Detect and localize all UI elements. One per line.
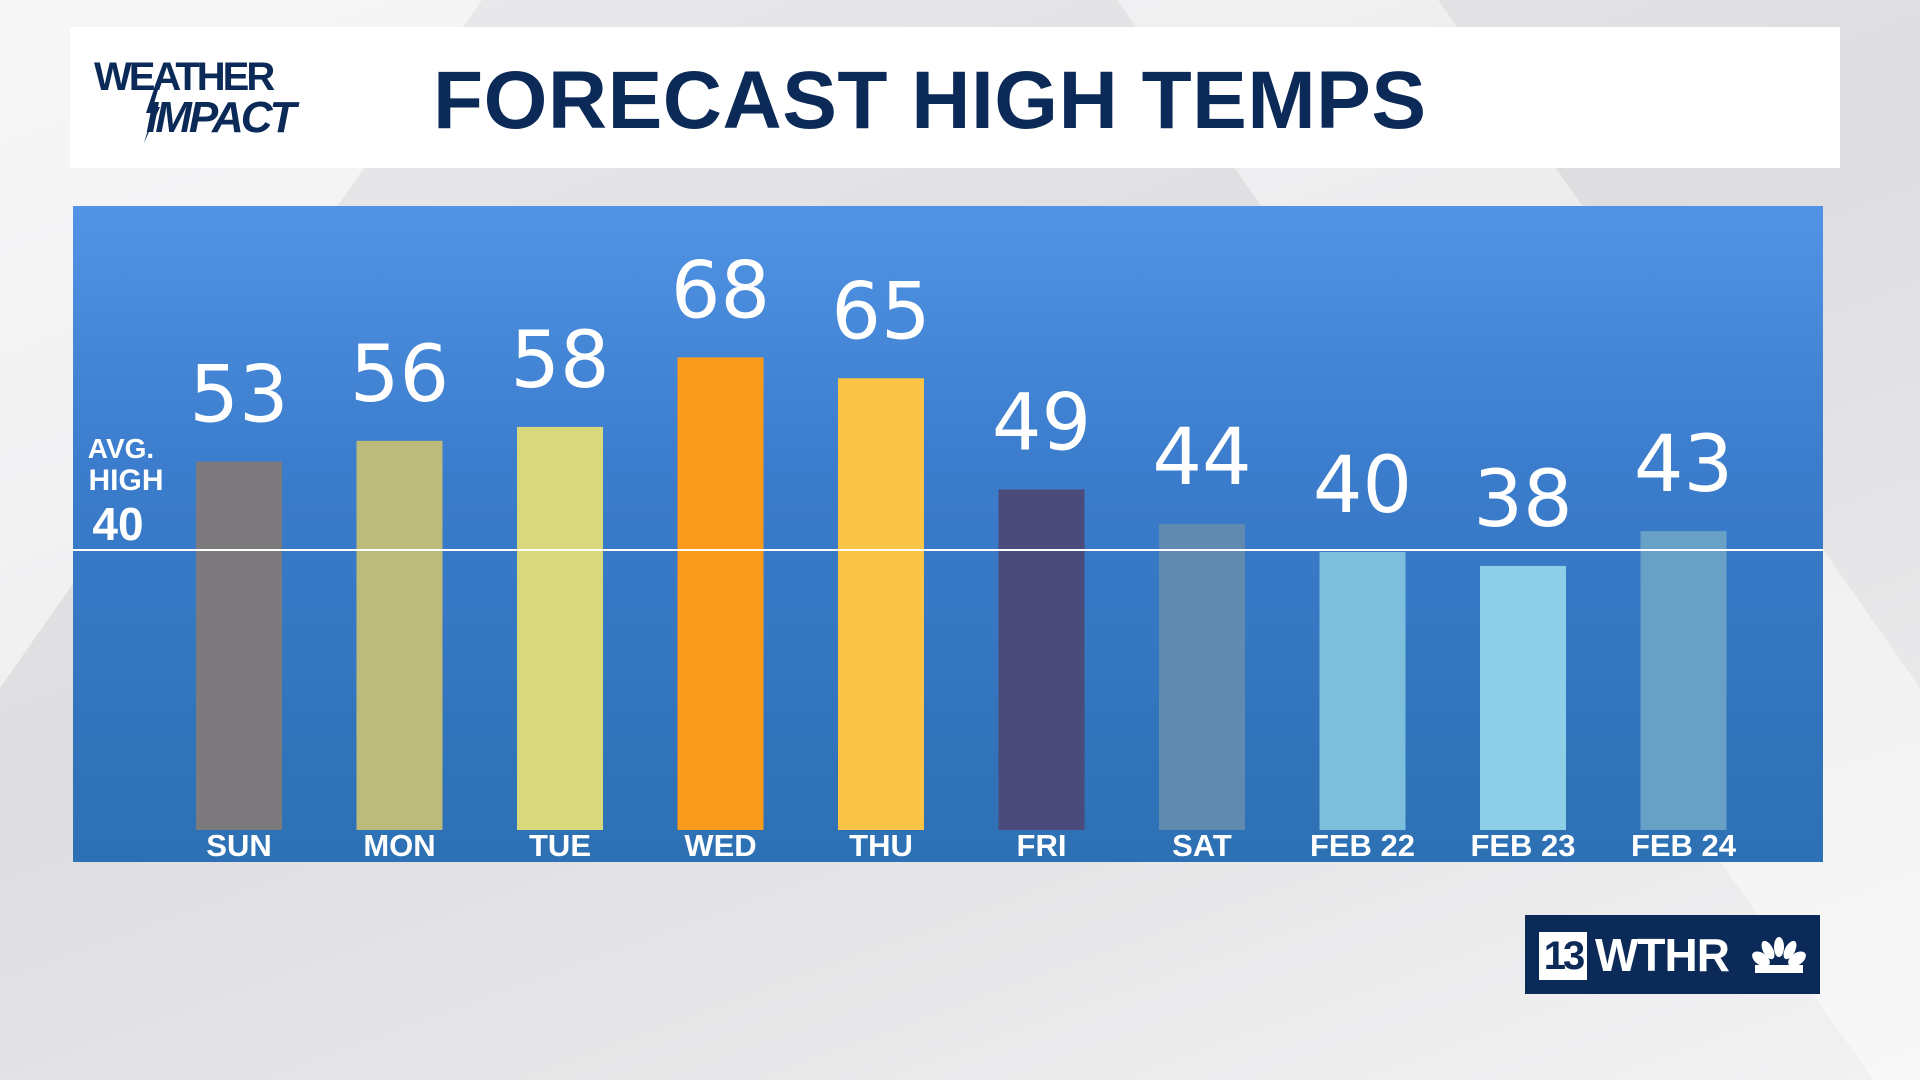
bar-wed	[677, 357, 764, 830]
average-layer: AVG. HIGH 40	[73, 433, 1823, 551]
category-label-wed: WED	[684, 828, 756, 862]
logo-line-weather: WEATHER	[94, 55, 275, 99]
value-label-sat: 44	[1152, 413, 1251, 503]
value-label-fri: 49	[992, 378, 1091, 468]
logo-line-impact: IMPACT	[146, 93, 296, 142]
value-label-feb-22: 40	[1313, 441, 1412, 531]
value-label-wed: 68	[671, 246, 770, 336]
value-label-feb-23: 38	[1473, 455, 1572, 545]
category-label-sun: SUN	[206, 828, 271, 862]
category-label-fri: FRI	[1017, 828, 1067, 862]
category-label-thu: THU	[849, 828, 913, 862]
value-label-sun: 53	[189, 351, 288, 441]
bar-sun	[196, 461, 282, 830]
page-title: FORECAST HIGH TEMPS	[433, 55, 1427, 146]
category-label-feb-24: FEB 24	[1631, 828, 1737, 862]
peacock-icon	[1752, 937, 1806, 973]
bar-tue	[517, 426, 603, 830]
station-name: WTHR	[1595, 929, 1730, 981]
bars-layer: 53 SUN 56 MON 58 TUE 68 WED 65 THU 49 FRI 44 SAT 40 FEB…	[189, 246, 1736, 862]
lightning-bolt-icon	[144, 83, 160, 143]
category-label-tue: TUE	[529, 828, 591, 862]
bar-feb-24	[1640, 531, 1727, 830]
value-label-feb-24: 43	[1634, 420, 1733, 510]
bar-feb-22	[1319, 552, 1406, 830]
value-label-thu: 65	[831, 267, 930, 357]
bar-chart: 53 SUN 56 MON 58 TUE 68 WED 65 THU 49 FRI 44 SAT 40 FEB…	[73, 246, 1823, 862]
bar-feb-23	[1480, 565, 1566, 830]
avg-label-line2: HIGH	[89, 464, 164, 497]
category-label-feb-22: FEB 22	[1310, 828, 1415, 862]
category-label-feb-23: FEB 23	[1470, 828, 1575, 862]
bar-thu	[838, 378, 924, 830]
category-label-mon: MON	[363, 828, 435, 862]
category-label-sat: SAT	[1172, 828, 1232, 862]
bar-fri	[998, 489, 1085, 830]
station-logo: 13 WTHR	[1525, 915, 1820, 994]
channel-number: 13	[1539, 932, 1587, 980]
avg-label-line1: AVG.	[88, 433, 154, 464]
avg-value-label: 40	[92, 498, 143, 550]
weather-impact-logo: WEATHER IMPACT	[94, 53, 364, 143]
bar-mon	[356, 440, 443, 830]
bar-sat	[1159, 524, 1245, 830]
chart-panel: 53 SUN 56 MON 58 TUE 68 WED 65 THU 49 FRI 44 SAT 40 FEB…	[73, 206, 1823, 862]
header-bar: WEATHER IMPACT FORECAST HIGH TEMPS	[70, 27, 1840, 168]
value-label-tue: 58	[510, 316, 609, 406]
value-label-mon: 56	[350, 330, 449, 420]
